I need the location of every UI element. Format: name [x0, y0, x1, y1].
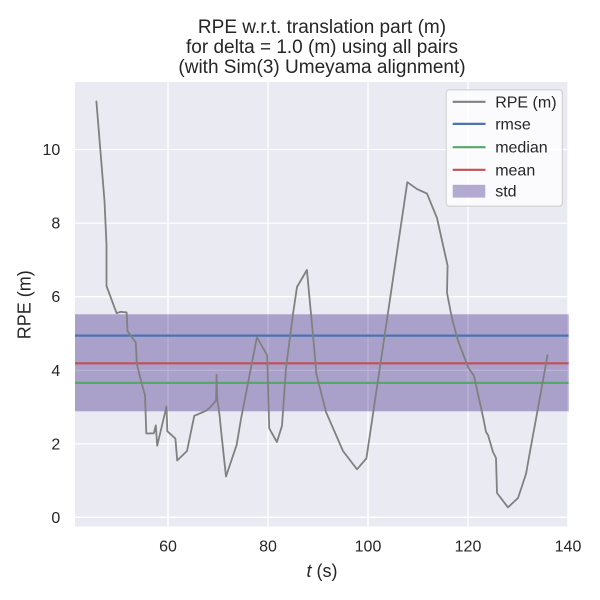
svg-text:t (s): t (s)	[306, 561, 337, 581]
svg-text:8: 8	[51, 216, 60, 233]
svg-text:100: 100	[355, 539, 382, 556]
svg-text:for delta = 1.0 (m) using all: for delta = 1.0 (m) using all pairs	[186, 37, 458, 58]
svg-text:RPE (m): RPE (m)	[15, 270, 35, 339]
svg-text:2: 2	[51, 436, 60, 453]
svg-text:80: 80	[259, 539, 277, 556]
svg-text:RPE (m): RPE (m)	[495, 94, 556, 111]
svg-text:10: 10	[43, 142, 61, 159]
svg-text:140: 140	[555, 539, 582, 556]
svg-text:6: 6	[51, 289, 60, 306]
svg-text:median: median	[495, 140, 547, 157]
svg-text:120: 120	[455, 539, 482, 556]
svg-text:0: 0	[51, 510, 60, 527]
svg-text:60: 60	[159, 539, 177, 556]
svg-text:4: 4	[51, 363, 60, 380]
svg-text:RPE w.r.t. translation part (m: RPE w.r.t. translation part (m)	[198, 17, 446, 38]
svg-text:(with Sim(3) Umeyama alignment: (with Sim(3) Umeyama alignment)	[178, 57, 465, 78]
svg-text:std: std	[495, 184, 516, 201]
svg-text:mean: mean	[495, 162, 535, 179]
svg-text:rmse: rmse	[495, 116, 531, 133]
